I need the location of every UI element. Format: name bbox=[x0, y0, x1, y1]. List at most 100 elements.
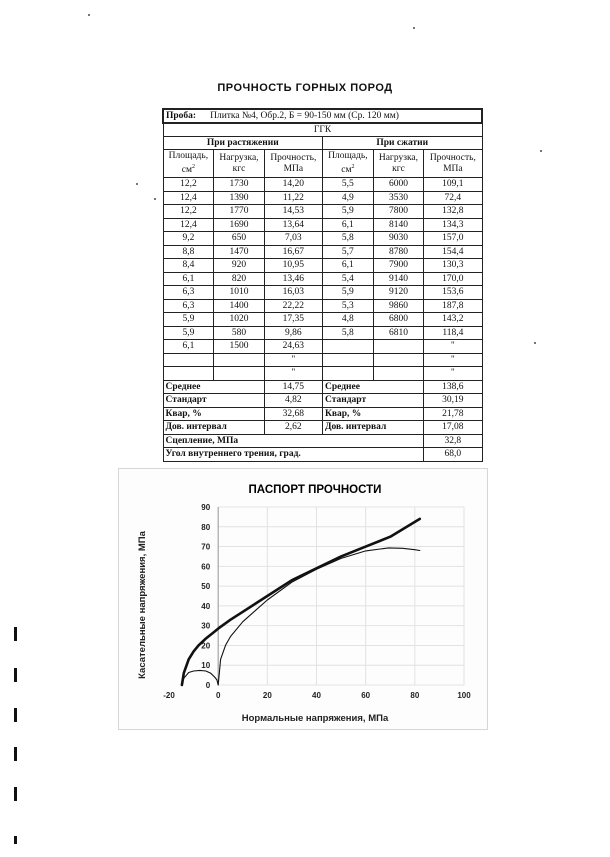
friction-row: Угол внутреннего трения, град. 68,0 bbox=[162, 447, 483, 462]
column-header: Площадь, см2 bbox=[162, 149, 215, 178]
table-row: 12,4 1690 13,64 6,1 8140 134,3 bbox=[162, 217, 483, 232]
sample-label: Проба: Плитка №4, Обр.2, Б = 90-150 мм (С… bbox=[162, 108, 483, 124]
strength-cell: " bbox=[423, 366, 483, 381]
table-row: 5,9 1020 17,35 4,8 6800 143,2 bbox=[162, 312, 483, 327]
stat-label: Дов. интервал bbox=[162, 420, 265, 435]
column-header: Прочность, МПа bbox=[263, 149, 323, 178]
scan-mark bbox=[14, 668, 17, 682]
strength-cell: 153,6 bbox=[423, 285, 483, 300]
area-cell bbox=[321, 366, 374, 381]
rock-type-row: ГГК bbox=[162, 122, 483, 137]
strength-cell: 22,22 bbox=[263, 298, 323, 313]
area-cell: 4,9 bbox=[321, 190, 374, 205]
stats-row: Квар, % 32,68 Квар, % 21,78 bbox=[162, 406, 483, 421]
strength-cell: 17,35 bbox=[263, 312, 323, 327]
load-cell: 1730 bbox=[213, 177, 265, 192]
strength-cell: 170,0 bbox=[423, 271, 483, 286]
load-cell bbox=[213, 352, 265, 367]
sample-value: Плитка №4, Обр.2, Б = 90-150 мм (Ср. 120… bbox=[210, 111, 399, 121]
y-tick-label: 0 bbox=[206, 681, 211, 690]
y-tick-label: 10 bbox=[201, 661, 210, 670]
table-row: 12,4 1390 11,22 4,9 3530 72,4 bbox=[162, 190, 483, 205]
area-cell bbox=[162, 366, 215, 381]
sample-row: Проба: Плитка №4, Обр.2, Б = 90-150 мм (С… bbox=[162, 108, 483, 124]
scan-dot bbox=[540, 150, 542, 152]
area-cell: 5,9 bbox=[162, 325, 215, 340]
friction-label: Угол внутреннего трения, град. bbox=[162, 447, 425, 462]
y-tick-label: 30 bbox=[201, 622, 210, 631]
stats-row: Стандарт 4,82 Стандарт 30,19 bbox=[162, 393, 483, 408]
scan-mark bbox=[14, 708, 17, 722]
area-cell: 6,1 bbox=[162, 339, 215, 354]
area-cell: 5,7 bbox=[321, 244, 374, 259]
load-cell bbox=[372, 339, 425, 354]
table-row: 8,8 1470 16,67 5,7 8780 154,4 bbox=[162, 244, 483, 259]
load-cell: 7800 bbox=[372, 204, 425, 219]
load-cell: 9030 bbox=[372, 231, 425, 246]
area-cell: 5,8 bbox=[321, 231, 374, 246]
sample-label-text: Проба: bbox=[166, 111, 197, 121]
y-tick-label: 70 bbox=[201, 543, 210, 552]
strength-cell: " bbox=[263, 366, 323, 381]
strength-cell: 187,8 bbox=[423, 298, 483, 313]
load-cell: 920 bbox=[213, 258, 265, 273]
load-cell: 8140 bbox=[372, 217, 425, 232]
group-header-row: При растяжении При сжатии bbox=[162, 136, 483, 150]
x-tick-label: 20 bbox=[263, 691, 272, 700]
area-cell: 6,3 bbox=[162, 298, 215, 313]
area-cell: 6,1 bbox=[321, 217, 374, 232]
scan-mark bbox=[14, 836, 17, 844]
stat-label: Дов. интервал bbox=[321, 420, 425, 435]
rock-type: ГГК bbox=[162, 122, 483, 137]
load-cell: 9860 bbox=[372, 298, 425, 313]
load-cell: 1390 bbox=[213, 190, 265, 205]
column-header: Нагрузка, кгс bbox=[372, 149, 425, 178]
load-cell bbox=[372, 352, 425, 367]
load-cell: 9140 bbox=[372, 271, 425, 286]
load-cell: 1470 bbox=[213, 244, 265, 259]
compression-header: При сжатии bbox=[321, 136, 483, 150]
load-cell bbox=[213, 366, 265, 381]
load-cell: 1010 bbox=[213, 285, 265, 300]
area-cell: 6,3 bbox=[162, 285, 215, 300]
strength-cell: 72,4 bbox=[423, 190, 483, 205]
scan-mark bbox=[14, 627, 17, 641]
stat-label: Стандарт bbox=[321, 393, 425, 408]
stat-compression-value: 17,08 bbox=[423, 420, 483, 435]
x-tick-label: 80 bbox=[410, 691, 419, 700]
stat-compression-value: 138,6 bbox=[423, 379, 483, 394]
y-tick-label: 40 bbox=[201, 602, 210, 611]
load-cell: 6000 bbox=[372, 177, 425, 192]
chart-grid bbox=[217, 506, 465, 686]
y-tick-label: 60 bbox=[201, 562, 210, 571]
strength-cell: 118,4 bbox=[423, 325, 483, 340]
strength-cell: 11,22 bbox=[263, 190, 323, 205]
area-cell: 12,2 bbox=[162, 177, 215, 192]
strength-cell: 13,46 bbox=[263, 271, 323, 286]
stats-row: Среднее 14,75 Среднее 138,6 bbox=[162, 379, 483, 394]
strength-cell: 157,0 bbox=[423, 231, 483, 246]
stat-tension-value: 4,82 bbox=[263, 393, 323, 408]
strength-cell: 9,86 bbox=[263, 325, 323, 340]
table-row: 6,3 1400 22,22 5,3 9860 187,8 bbox=[162, 298, 483, 313]
area-cell: 8,8 bbox=[162, 244, 215, 259]
stat-label: Квар, % bbox=[162, 406, 265, 421]
table-row: " " bbox=[162, 352, 483, 367]
cohesion-label: Сцепление, МПа bbox=[162, 433, 425, 448]
area-cell: 5,3 bbox=[321, 298, 374, 313]
area-cell: 5,9 bbox=[321, 204, 374, 219]
y-tick-label: 50 bbox=[201, 582, 210, 591]
x-tick-label: -20 bbox=[163, 691, 175, 700]
strength-cell: " bbox=[263, 352, 323, 367]
series-tension-circle bbox=[181, 669, 219, 686]
stat-compression-value: 21,78 bbox=[423, 406, 483, 421]
column-header: Площадь, см2 bbox=[321, 149, 374, 178]
load-cell: 8780 bbox=[372, 244, 425, 259]
load-cell: 1770 bbox=[213, 204, 265, 219]
area-cell: 9,2 bbox=[162, 231, 215, 246]
y-tick-label: 90 bbox=[201, 503, 210, 512]
chart-svg: ПАСПОРТ ПРОЧНОСТИ 0 10 20 30 40 50 60 70 80 90 -20… bbox=[137, 484, 471, 724]
y-tick-label: 80 bbox=[201, 523, 210, 532]
strength-cell: 24,63 bbox=[263, 339, 323, 354]
load-cell: 9120 bbox=[372, 285, 425, 300]
